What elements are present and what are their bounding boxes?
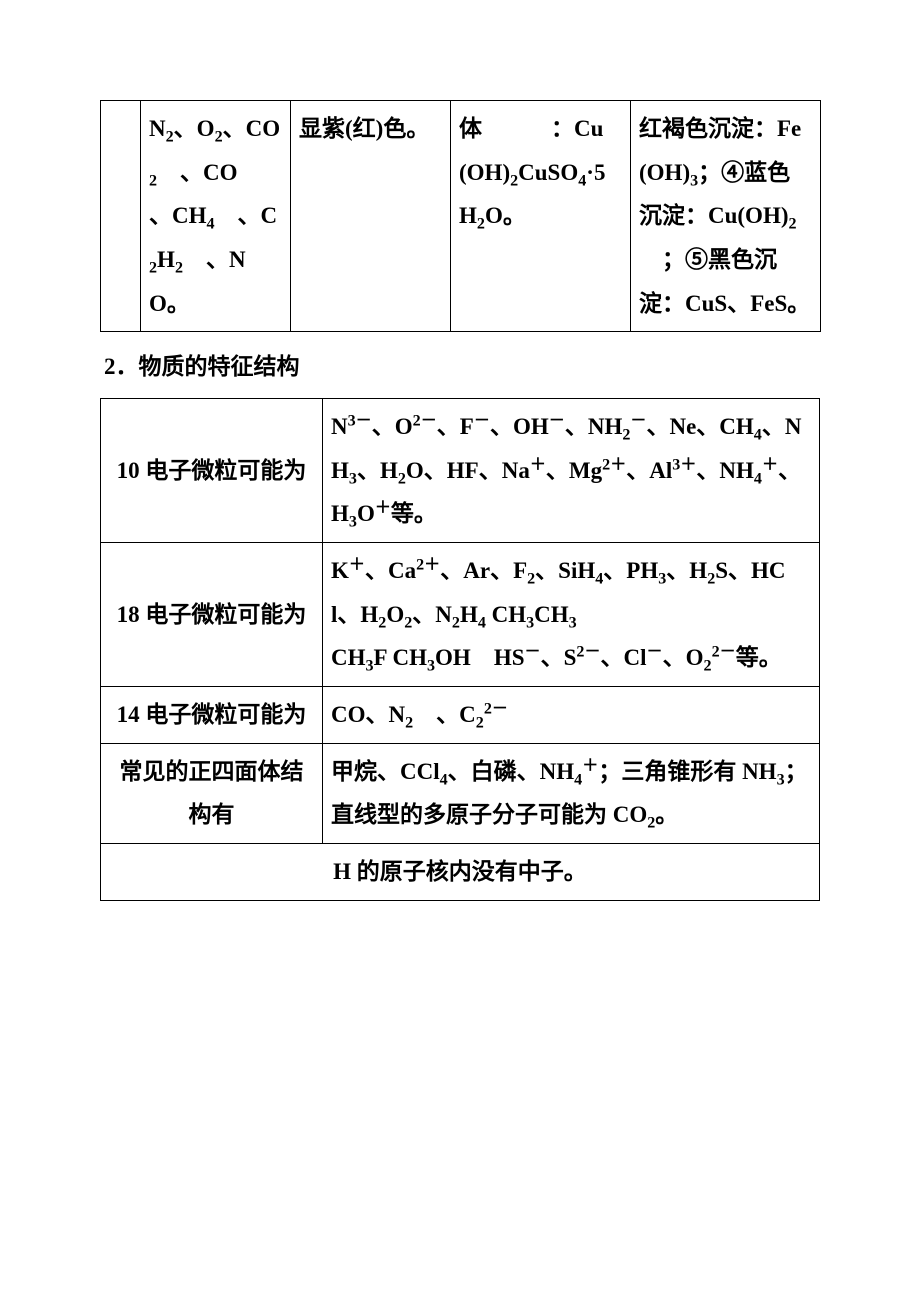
table-row: 常见的正四面体结构有 甲烷、CCl4、白磷、NH4＋；三角锥形有 NH3；直线型… <box>101 743 820 843</box>
table-row: H 的原子核内没有中子。 <box>101 844 820 901</box>
table-row: 10 电子微粒可能为 N3－、O2－、F－、OH－、NH2－、Ne、CH4、NH… <box>101 398 820 542</box>
row-content-tetrahedral: 甲烷、CCl4、白磷、NH4＋；三角锥形有 NH3；直线型的多原子分子可能为 C… <box>323 743 820 843</box>
row-label-10e: 10 电子微粒可能为 <box>101 398 323 542</box>
color-purple-cell: 显紫(红)色。 <box>291 101 451 332</box>
section-heading: 2．物质的特征结构 <box>100 346 820 387</box>
gas-list-cell: N2、O2、CO2 、CO 、CH4 、C2H2 、NO。 <box>141 101 291 332</box>
row-content-14e: CO、N2 、C22－ <box>323 686 820 743</box>
table-row: 14 电子微粒可能为 CO、N2 、C22－ <box>101 686 820 743</box>
top-fragment-table: N2、O2、CO2 、CO 、CH4 、C2H2 、NO。 显紫(红)色。 体 … <box>100 100 821 332</box>
row-label-18e: 18 电子微粒可能为 <box>101 542 323 686</box>
empty-leading-cell <box>101 101 141 332</box>
row-label-14e: 14 电子微粒可能为 <box>101 686 323 743</box>
structure-table: 10 电子微粒可能为 N3－、O2－、F－、OH－、NH2－、Ne、CH4、NH… <box>100 398 820 901</box>
document-page: N2、O2、CO2 、CO 、CH4 、C2H2 、NO。 显紫(红)色。 体 … <box>0 0 920 1302</box>
precipitate-colors-cell: 红褐色沉淀：Fe(OH)3；④蓝色沉淀：Cu(OH)2 ；⑤黑色沉淀：CuS、F… <box>631 101 821 332</box>
table-row: 18 电子微粒可能为 K＋、Ca2＋、Ar、F2、SiH4、PH3、H2S、HC… <box>101 542 820 686</box>
hydrogen-note-cell: H 的原子核内没有中子。 <box>101 844 820 901</box>
row-content-18e: K＋、Ca2＋、Ar、F2、SiH4、PH3、H2S、HCl、H2O2、N2H4… <box>323 542 820 686</box>
row-label-tetrahedral: 常见的正四面体结构有 <box>101 743 323 843</box>
table-row: N2、O2、CO2 、CO 、CH4 、C2H2 、NO。 显紫(红)色。 体 … <box>101 101 821 332</box>
blue-solid-cell: 体 ：Cu(OH)2CuSO4·5H2O。 <box>451 101 631 332</box>
row-content-10e: N3－、O2－、F－、OH－、NH2－、Ne、CH4、NH3、H2O、HF、Na… <box>323 398 820 542</box>
